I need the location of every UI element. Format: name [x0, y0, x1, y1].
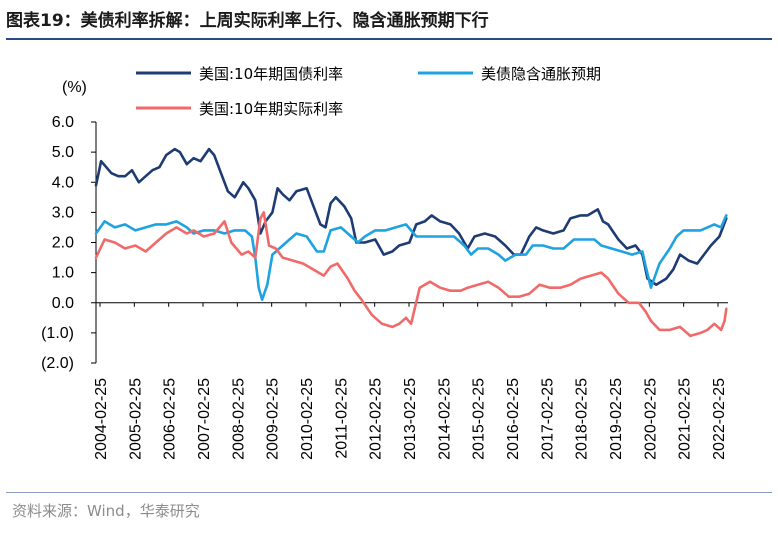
x-tick-label: 2008-02-25	[230, 378, 247, 460]
plot-area	[94, 147, 728, 338]
y-tick-label: (2.0)	[41, 355, 74, 372]
x-tick-label: 2011-02-25	[333, 378, 350, 459]
x-tick-label: 2010-02-25	[299, 378, 316, 460]
chart-title: 图表19：美债利率拆解：上周实际利率上行、隐含通胀预期下行	[6, 11, 489, 31]
series-line-2	[94, 211, 728, 338]
series-line-0	[94, 147, 728, 287]
y-tick-label: (1.0)	[41, 325, 74, 342]
y-tick-label: 4.0	[52, 174, 74, 191]
series-line-1	[94, 214, 728, 302]
x-tick-label: 2013-02-25	[402, 378, 419, 460]
legend-label: 美债隐含通胀预期	[481, 65, 601, 83]
y-tick-label: 3.0	[52, 204, 74, 221]
source-note: 资料来源：Wind，华泰研究	[12, 502, 200, 520]
y-tick-label: 1.0	[52, 265, 74, 282]
x-tick-label: 2018-02-25	[574, 378, 591, 460]
x-tick-label: 2014-02-25	[436, 378, 453, 460]
x-tick-label: 2009-02-25	[265, 378, 282, 460]
title-divider	[6, 38, 772, 40]
x-tick-label: 2021-02-25	[677, 378, 694, 460]
x-tick-label: 2017-02-25	[539, 378, 556, 460]
y-tick-label: 2.0	[52, 235, 74, 252]
legend-label: 美国:10年期实际利率	[199, 100, 343, 118]
y-tick-label: 5.0	[52, 144, 74, 161]
x-tick-label: 2007-02-25	[196, 378, 213, 460]
x-tick-label: 2012-02-25	[368, 378, 385, 460]
y-tick-label: 0.0	[52, 295, 74, 312]
x-tick-label: 2022-02-25	[711, 378, 728, 460]
x-tick-label: 2015-02-25	[471, 378, 488, 460]
legend-label: 美国:10年期国债利率	[199, 65, 343, 83]
x-tick-label: 2006-02-25	[162, 378, 179, 460]
y-axis-unit-label: (%)	[62, 79, 87, 96]
x-axis: 2004-02-25 2005-02-25 2006-02-25 2007-02-25…	[93, 302, 728, 460]
y-axis: 6.0 5.0 4.0 3.0 2.0 1.0 0.0 (1.0) (2.0)	[41, 114, 97, 372]
x-tick-label: 2016-02-25	[505, 378, 522, 460]
x-tick-label: 2020-02-25	[642, 378, 659, 460]
footer-divider	[6, 492, 772, 493]
y-tick-label: 6.0	[52, 114, 74, 131]
x-tick-label: 2005-02-25	[127, 378, 144, 460]
x-tick-label: 2019-02-25	[608, 378, 625, 460]
x-tick-label: 2004-02-25	[93, 378, 110, 460]
